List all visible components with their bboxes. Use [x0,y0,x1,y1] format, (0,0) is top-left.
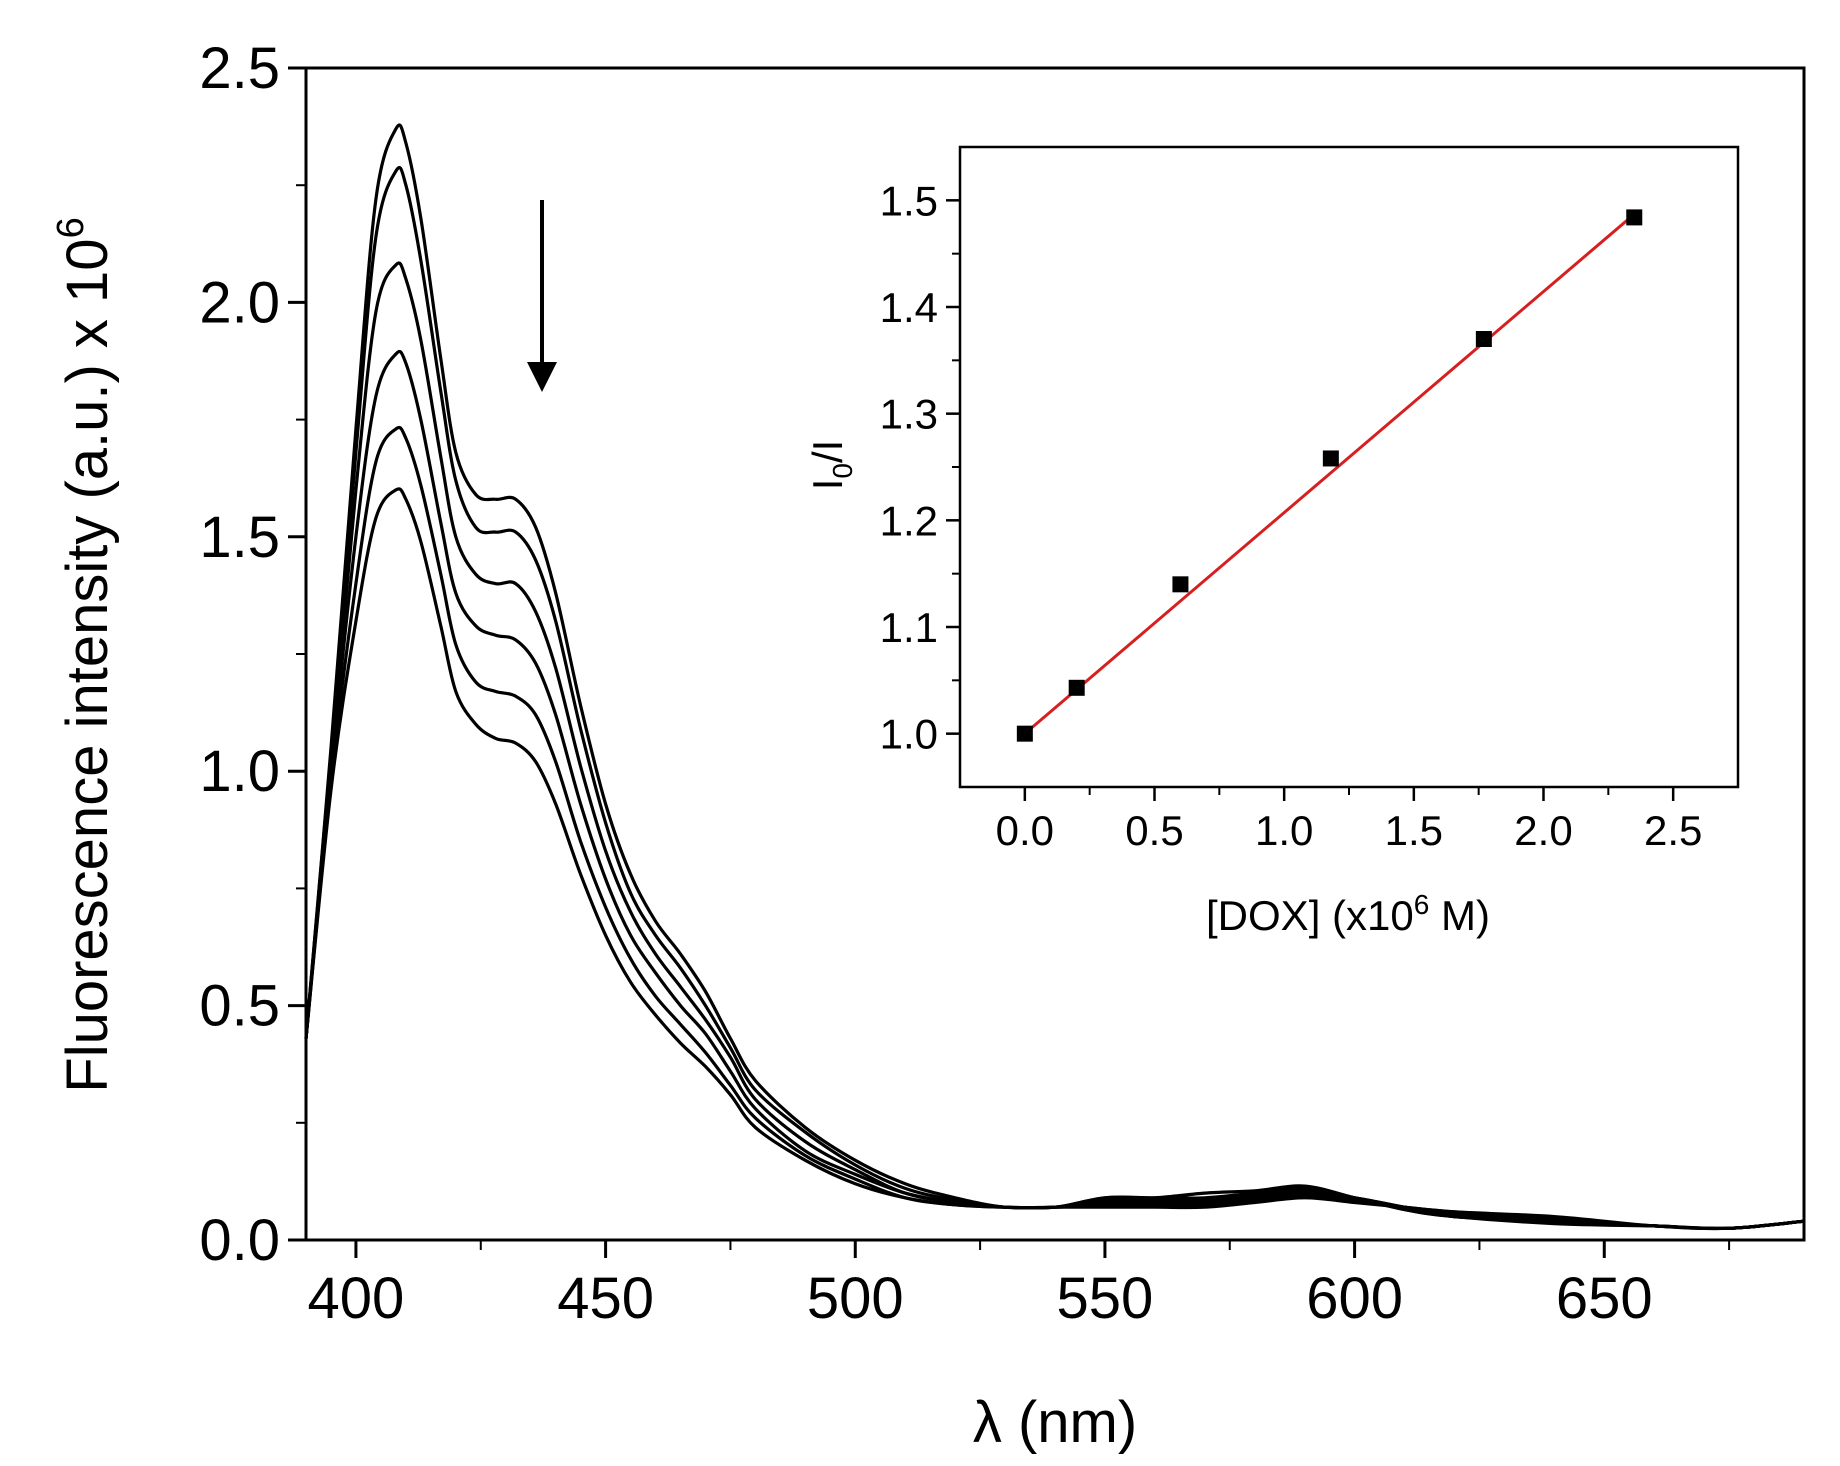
inset-y-tick-label: 1.3 [880,391,938,438]
series-line-1 [304,123,1805,1231]
inset-data-point [1626,209,1643,226]
main-plot: 400 450 500 550 600 650 0.0 0.5 1.0 1.5 2.0 2.5 λ (… [50,36,1806,1455]
main-x-axis-title: λ (nm) [973,1390,1137,1455]
main-x-tick-label: 600 [1306,1266,1403,1331]
inset-x-tick-label: 2.5 [1644,807,1702,854]
inset-y-axis-title-suffix: /I [804,440,851,463]
arrow-head [527,362,557,392]
inset-fit-line [1023,213,1636,735]
main-x-tick-label: 400 [308,1266,405,1331]
main-y-tick-label: 0.0 [199,1208,280,1273]
inset-data-point [1475,331,1492,347]
inset-x-tick-label: 1.5 [1385,807,1443,854]
main-y-axis-title-text: Fluorescence intensity (a.u.) x 10 [55,238,120,1092]
inset-x-tick-label: 0.0 [996,807,1054,854]
down-arrow [527,200,557,392]
inset-y-tick-label: 1.5 [880,177,938,224]
inset-y-axis-title-subscript: 0 [827,463,858,479]
inset-y-axis-title-text: I [804,479,851,491]
inset-x-tick-label: 2.0 [1514,807,1572,854]
inset-points [1016,209,1643,742]
inset-data-point [1322,450,1339,467]
main-y-tick-label: 1.5 [199,505,280,570]
inset-y-tick-label: 1.1 [880,604,938,651]
inset-plot: 0.0 0.5 1.0 1.5 2.0 2.5 1.0 1.1 1.2 1.3 1.4 1.5 [DO… [804,145,1740,939]
inset-y-tick-label: 1.2 [880,497,938,544]
inset-x-axis-title-suffix: M) [1429,892,1490,939]
inset-x-tick-label: 1.0 [1255,807,1313,854]
main-y-axis-title: Fluorescence intensity (a.u.) x 106 [50,217,120,1092]
inset-x-axis-title-text: [DOX] (x10 [1206,892,1414,939]
inset-data-point [1068,679,1085,696]
inset-x-axis-title: [DOX] (x106 M) [1206,889,1490,939]
inset-data-point [1172,576,1189,593]
main-curves [304,123,1805,1231]
main-x-tick-label: 550 [1057,1266,1154,1331]
inset-ticks: 0.0 0.5 1.0 1.5 2.0 2.5 1.0 1.1 1.2 1.3 1.4 1.5 [880,177,1703,854]
inset-x-axis-title-exponent: 6 [1414,889,1430,920]
main-x-tick-label: 650 [1556,1266,1653,1331]
inset-y-axis-title: I0/I [804,440,858,491]
main-x-tick-label: 450 [557,1266,654,1331]
series-line-6 [304,487,1805,1231]
inset-fit-line-group [1023,213,1636,735]
main-ticks: 400 450 500 550 600 650 0.0 0.5 1.0 1.5 2.0 2.5 [199,36,1731,1331]
series-line-2 [304,165,1805,1231]
inset-y-tick-label: 1.4 [880,284,938,331]
main-y-tick-label: 1.0 [199,739,280,804]
main-y-tick-label: 2.5 [199,36,280,101]
inset-x-tick-label: 0.5 [1125,807,1183,854]
main-y-axis-title-exponent: 6 [50,217,92,238]
main-x-tick-label: 500 [807,1266,904,1331]
inset-y-tick-label: 1.0 [880,711,938,758]
inset-data-point [1016,725,1033,742]
main-y-tick-label: 2.0 [199,270,280,335]
main-y-tick-label: 0.5 [199,974,280,1039]
